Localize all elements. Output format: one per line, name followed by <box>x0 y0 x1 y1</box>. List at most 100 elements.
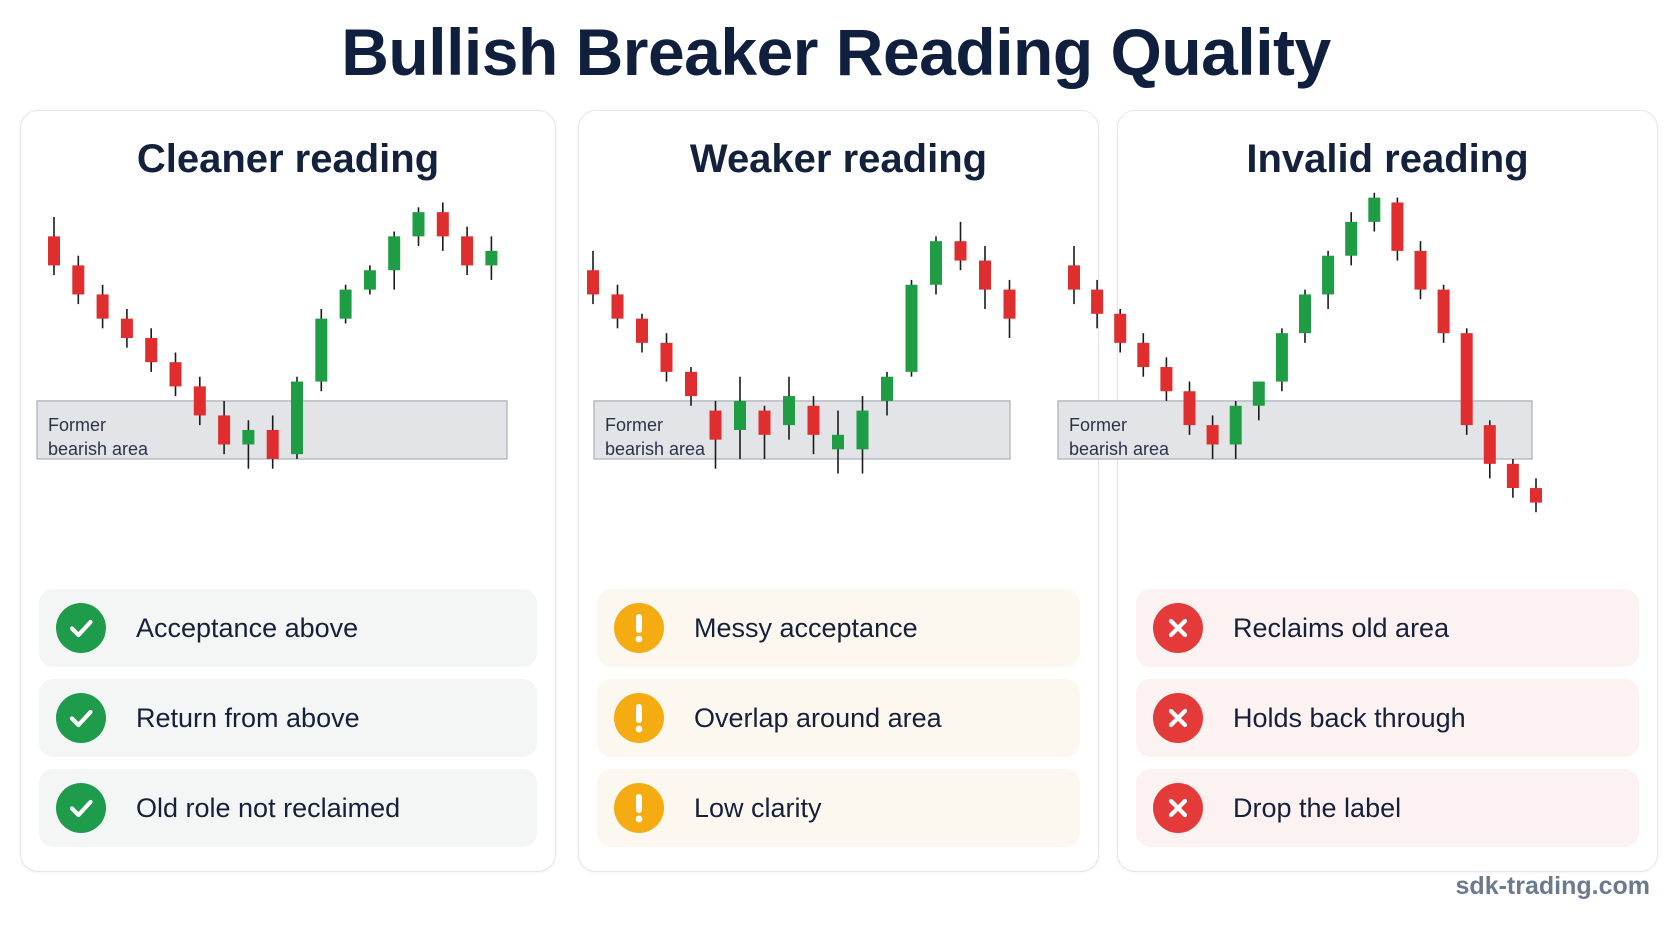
candle-body <box>1114 313 1127 343</box>
bullish-candle <box>339 284 352 324</box>
bearish-candle <box>461 226 474 276</box>
criterion-label: Messy acceptance <box>694 612 918 643</box>
footer-url: sdk-trading.com <box>1455 872 1650 900</box>
zone-label: Former <box>1069 415 1127 435</box>
criterion-item: Reclaims old area <box>1136 589 1639 667</box>
candle-body <box>315 318 328 382</box>
panel-cleaner-reading: Cleaner reading Former bearish area Accep… <box>20 110 556 872</box>
bearish-candle <box>48 217 60 276</box>
bearish-candle <box>709 400 722 469</box>
check-icon <box>56 603 106 653</box>
bearish-candle <box>807 396 820 455</box>
candle-body <box>660 342 673 372</box>
candle-body <box>1368 197 1381 222</box>
bullish-candle <box>881 371 893 416</box>
candle-body <box>193 386 206 416</box>
bearish-candle <box>1530 478 1542 513</box>
zone-label: Former <box>48 415 106 435</box>
candle-body <box>1299 294 1311 334</box>
criterion-label: Reclaims old area <box>1233 612 1450 643</box>
bearish-candle <box>96 284 109 329</box>
candle-body <box>685 371 697 397</box>
bearish-candle <box>636 313 648 353</box>
bearish-candle <box>1137 333 1150 377</box>
criteria-list: Messy acceptance Overlap around area Low… <box>597 589 1080 859</box>
bearish-candle <box>660 333 673 382</box>
bearish-candle <box>218 400 231 455</box>
candle-body <box>339 289 352 319</box>
page-title: Bullish Breaker Reading Quality <box>341 15 1331 89</box>
bullish-candle <box>1345 212 1358 266</box>
candlestick-chart-invalid: Former bearish area <box>1057 192 1542 513</box>
candle-body <box>1437 289 1450 334</box>
candle-body <box>363 270 376 290</box>
candle-body <box>709 410 722 440</box>
candle-body <box>72 265 85 295</box>
candle-body <box>1137 342 1150 368</box>
bearish-candle <box>1160 357 1173 401</box>
bullish-candle <box>734 376 746 459</box>
cross-icon <box>1153 783 1203 833</box>
candle-body <box>169 362 182 387</box>
bearish-candle <box>1414 241 1427 300</box>
bullish-candle <box>905 279 918 377</box>
criterion-label: Drop the label <box>1233 792 1402 823</box>
candle-body <box>461 236 474 266</box>
candle-body <box>807 405 820 435</box>
candle-body <box>979 260 991 290</box>
bearish-candle <box>1460 328 1473 435</box>
criteria-list: Acceptance above Return from above Old r… <box>39 589 537 859</box>
criterion-item: Messy acceptance <box>597 589 1080 667</box>
criterion-item: Old role not reclaimed <box>39 769 537 847</box>
bullish-candle <box>363 265 376 295</box>
bullish-candle <box>291 376 303 459</box>
criterion-label: Overlap around area <box>694 702 942 733</box>
candle-body <box>1460 333 1473 426</box>
bearish-candle <box>120 308 133 348</box>
candle-body <box>1068 265 1080 290</box>
candle-body <box>388 236 401 271</box>
panel-invalid-reading: Invalid reading Former bearish area Recla… <box>1057 110 1658 872</box>
candle-body <box>1252 381 1265 406</box>
bearish-candle <box>145 328 158 372</box>
criterion-label: Old role not reclaimed <box>136 792 401 823</box>
bearish-candle <box>1483 420 1496 479</box>
bearish-candle <box>266 415 279 469</box>
candle-body <box>218 415 231 445</box>
candle-body <box>1391 202 1404 251</box>
bullish-candle <box>315 308 328 392</box>
panel-title: Weaker reading <box>689 137 988 181</box>
candle-body <box>636 318 648 343</box>
bullish-candle <box>1229 400 1242 459</box>
candle-body <box>1414 250 1427 290</box>
candle-body <box>1322 255 1335 295</box>
bearish-candle <box>611 284 624 329</box>
candle-body <box>1003 289 1016 319</box>
bearish-candle <box>1091 279 1104 329</box>
candle-body <box>1345 221 1358 256</box>
candle-body <box>734 400 746 430</box>
candle-body <box>485 250 498 266</box>
bearish-candle <box>758 405 771 459</box>
criterion-item: Acceptance above <box>39 589 537 667</box>
bullish-candle <box>1275 328 1288 392</box>
bullish-candle <box>1252 381 1265 421</box>
exclamation-icon <box>614 693 664 743</box>
bullish-candle <box>1299 289 1311 343</box>
criterion-item: Low clarity <box>597 769 1080 847</box>
candle-body <box>1506 463 1519 489</box>
bullish-candle <box>412 207 425 247</box>
candle-body <box>905 284 918 372</box>
bearish-candle <box>1506 459 1519 498</box>
check-icon <box>56 693 106 743</box>
exclamation-icon <box>614 603 664 653</box>
candle-body <box>1229 405 1242 445</box>
candle-body <box>881 376 893 401</box>
cross-icon <box>1153 603 1203 653</box>
exclamation-icon <box>614 783 664 833</box>
bearish-candle <box>1183 381 1196 435</box>
bullish-candle <box>485 236 498 280</box>
candle-body <box>758 410 771 435</box>
bullish-candle <box>1368 192 1381 232</box>
candle-body <box>954 241 967 261</box>
